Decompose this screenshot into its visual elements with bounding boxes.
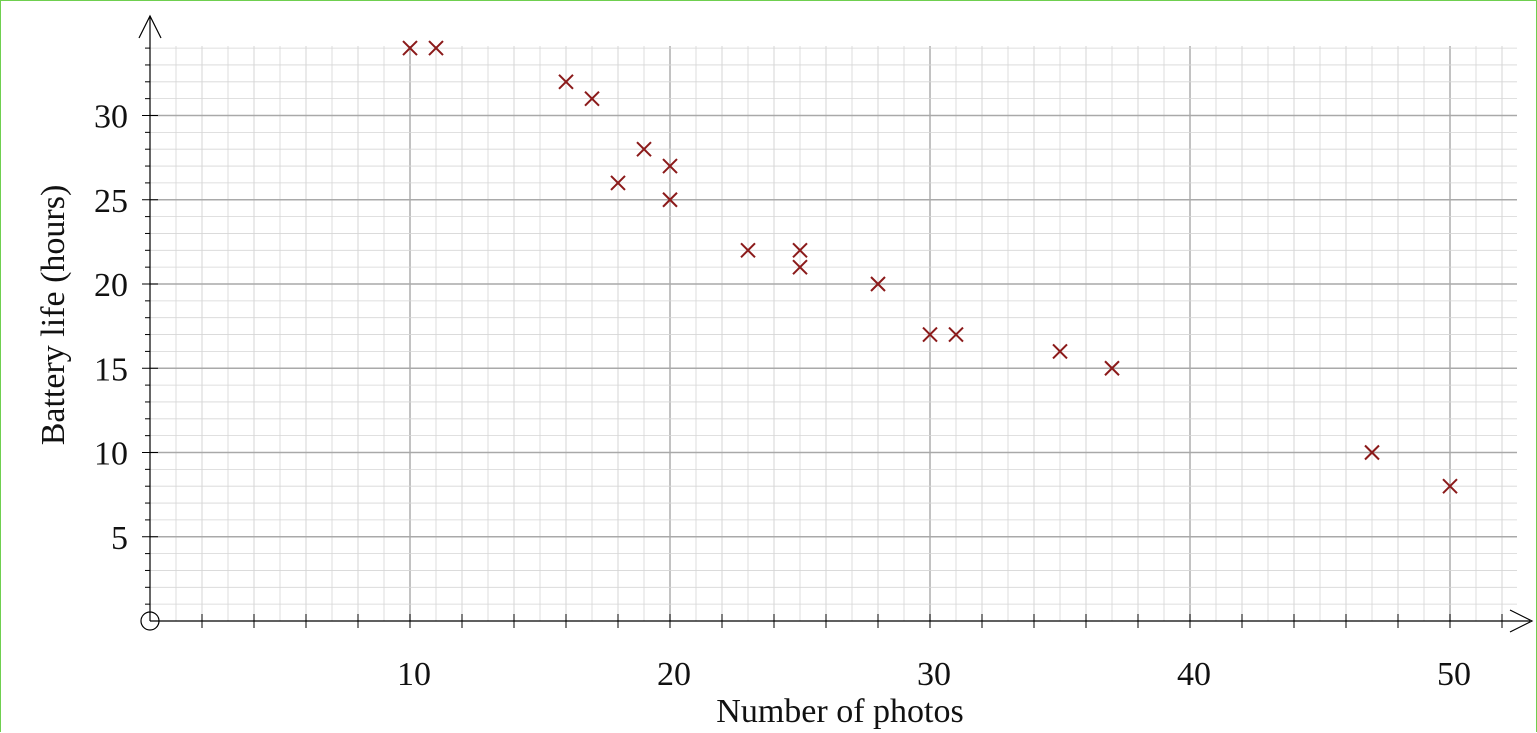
data-point [792, 242, 808, 259]
data-point [662, 192, 678, 208]
data-point [584, 90, 600, 107]
data-point [792, 259, 808, 275]
data-point [1052, 343, 1068, 360]
data-point [948, 326, 964, 343]
data-point [740, 242, 756, 259]
data-point [1364, 444, 1380, 461]
tick-labels: 10 20 30 40 50 5 10 15 20 25 30 [94, 99, 1471, 694]
x-tick-label: 40 [1177, 656, 1211, 693]
x-tick-label: 50 [1437, 656, 1471, 693]
data-point [922, 326, 938, 343]
y-axis-arrow [138, 14, 162, 39]
data-point [1442, 478, 1458, 494]
axes [138, 14, 1534, 633]
data-point [1104, 360, 1120, 376]
x-tick-label: 20 [657, 656, 691, 693]
y-tick-label: 10 [94, 436, 128, 473]
y-tick-label: 5 [111, 520, 128, 557]
y-tick-label: 15 [94, 351, 128, 388]
y-axis-label: Battery life (hours) [35, 185, 72, 446]
y-tick-label: 30 [94, 99, 128, 136]
grid [150, 46, 1517, 621]
data-point [610, 175, 626, 191]
x-axis-label: Number of photos [716, 693, 963, 730]
data-point [428, 40, 444, 56]
data-points [402, 40, 1458, 494]
data-point [636, 141, 652, 157]
axis-ticks [142, 47, 1503, 628]
x-tick-label: 10 [397, 656, 431, 693]
x-axis-arrow [1509, 609, 1534, 633]
data-point [662, 158, 678, 174]
x-tick-label: 30 [917, 656, 951, 693]
y-tick-label: 20 [94, 267, 128, 304]
data-point [558, 74, 574, 90]
data-point [870, 276, 886, 292]
y-tick-label: 25 [94, 183, 128, 220]
origin-marker [140, 611, 160, 631]
data-point [402, 40, 418, 56]
